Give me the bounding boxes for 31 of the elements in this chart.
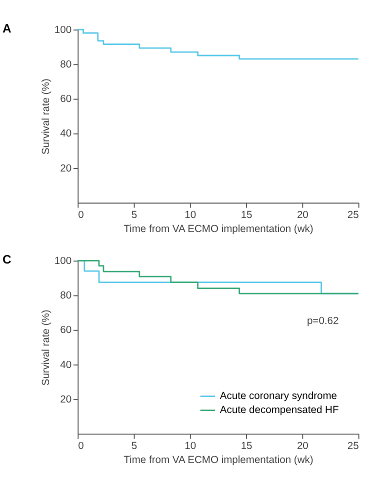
- x-tick-label: 5: [131, 210, 138, 222]
- x-tick-label: 20: [296, 441, 309, 452]
- y-axis-title: Survival rate (%): [40, 310, 52, 386]
- y-tick-label: 40: [60, 128, 72, 140]
- x-tick-label: 25: [347, 210, 360, 222]
- chart-title: C: [2, 252, 12, 266]
- y-tick-label: 60: [60, 325, 72, 336]
- y-tick-label: 80: [60, 59, 72, 70]
- y-tick-label: 20: [60, 394, 72, 406]
- y-axis-title: Survival rate (%): [40, 78, 52, 155]
- y-tick-label: 60: [60, 94, 72, 106]
- y-tick-label: 100: [54, 24, 72, 36]
- x-tick-label: 0: [78, 210, 84, 222]
- x-tick-label: 20: [296, 210, 309, 222]
- x-axis-title: Time from VA ECMO implementation (wk): [124, 455, 314, 466]
- annotation: p=0.62: [306, 316, 339, 328]
- x-tick-label: 0: [78, 441, 84, 452]
- x-tick-label: 15: [240, 210, 253, 222]
- x-axis-title: Time from VA ECMO implementation (wk): [124, 224, 314, 236]
- y-tick-label: 100: [54, 256, 72, 267]
- y-tick-label: 40: [60, 360, 72, 371]
- legend-label: Acute decompensated HF: [220, 405, 339, 416]
- y-tick-label: 80: [60, 290, 72, 302]
- x-tick-label: 25: [347, 441, 360, 452]
- legend-label: Acute coronary syndrome: [220, 391, 338, 402]
- x-tick-label: 5: [131, 441, 138, 452]
- y-tick-label: 20: [60, 163, 72, 174]
- x-tick-label: 15: [240, 441, 253, 452]
- x-tick-label: 10: [184, 210, 196, 222]
- chart-title: A: [2, 21, 12, 36]
- x-tick-label: 10: [184, 441, 196, 452]
